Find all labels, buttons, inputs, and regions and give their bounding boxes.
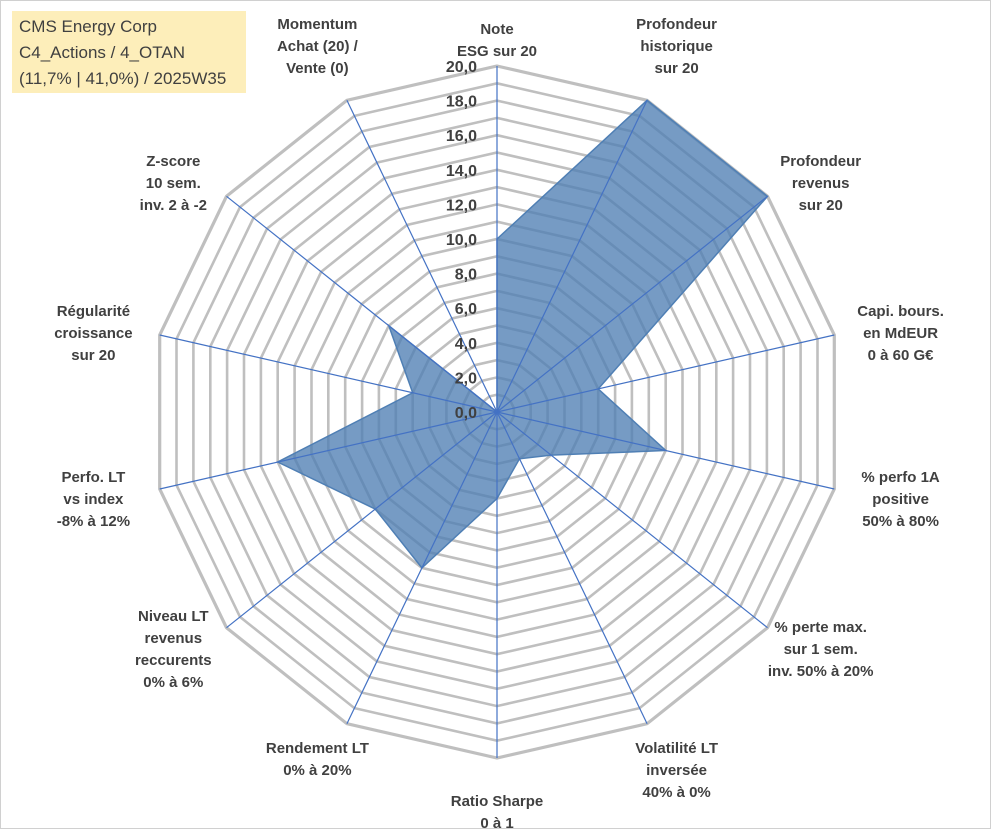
axis-label: sur 20 [799,197,843,214]
axis-label: % perfo 1A [861,469,940,486]
axis-label: 10 sem. [146,175,201,192]
axis-label: Volatilité LT [635,740,718,757]
axis-label: Z-score [146,153,200,170]
category-label: C4_Actions / 4_OTAN [19,43,185,62]
axis-label: historique [640,38,713,55]
chart-title-box: CMS Energy Corp C4_Actions / 4_OTAN (11,… [12,11,246,93]
axis-label: Vente (0) [286,60,349,77]
axis-spoke [226,411,498,629]
tick-label: 18,0 [446,94,477,111]
axis-label: croissance [54,325,132,342]
axis-label: 0 à 1 [480,815,513,829]
axis-label: inv. 2 à -2 [140,197,207,214]
axis-label: positive [872,491,929,508]
axis-label: 0% à 6% [143,674,203,691]
axis-label: revenus [145,630,203,647]
axis-label: Rendement LT [266,740,369,757]
tick-label: 16,0 [446,128,477,145]
tick-label: 14,0 [446,163,477,180]
axis-label: -8% à 12% [57,513,130,530]
axis-label: 50% à 80% [862,513,939,530]
axis-label: Note [480,21,513,38]
tick-label: 6,0 [455,301,477,318]
axis-label: vs index [63,491,124,508]
series-area [276,99,769,569]
axis-label: inv. 50% à 20% [768,663,874,680]
tick-label: 8,0 [455,267,477,284]
axis-spoke [346,100,498,413]
company-name: CMS Energy Corp [19,17,157,36]
tick-label: 4,0 [455,336,477,353]
axis-spoke [496,100,648,413]
axis-label: 0% à 20% [283,762,351,779]
axis-label: Profondeur [636,16,717,33]
axis-label: Régularité [57,303,130,320]
axis-spoke [496,195,768,413]
axis-label: 0 à 60 G€ [868,347,935,364]
axis-label: Perfo. LT [61,469,125,486]
axis-label: Capi. bours. [857,303,944,320]
axis-spoke [159,334,498,413]
axis-label: Momentum [277,16,357,33]
axis-label: en MdEUR [863,325,938,342]
axis-label: Achat (20) / [277,38,359,55]
axis-spoke [496,411,768,629]
axis-label: ESG sur 20 [457,43,537,60]
axis-label: sur 20 [654,60,698,77]
axis-spoke [496,411,835,490]
axis-spoke [346,411,498,724]
axis-label: inversée [646,762,707,779]
axis-label: sur 1 sem. [784,641,858,658]
axis-label: Niveau LT [138,608,209,625]
axis-spoke [159,411,498,490]
tick-label: 2,0 [455,370,477,387]
axis-label: revenus [792,175,850,192]
axis-label: reccurents [135,652,212,669]
axis-label: Profondeur [780,153,861,170]
stats-label: (11,7% | 41,0%) / 2025W35 [19,69,227,88]
axis-label: % perte max. [774,619,867,636]
tick-label: 20,0 [446,59,477,76]
tick-label: 12,0 [446,197,477,214]
axis-spoke [226,195,498,413]
axis-label: sur 20 [71,347,115,364]
axis-spoke [496,334,835,413]
axis-label: Ratio Sharpe [451,793,544,810]
tick-label: 0,0 [455,405,477,422]
axis-spoke [496,411,648,724]
axis-label: 40% à 0% [642,784,710,801]
tick-label: 10,0 [446,232,477,249]
